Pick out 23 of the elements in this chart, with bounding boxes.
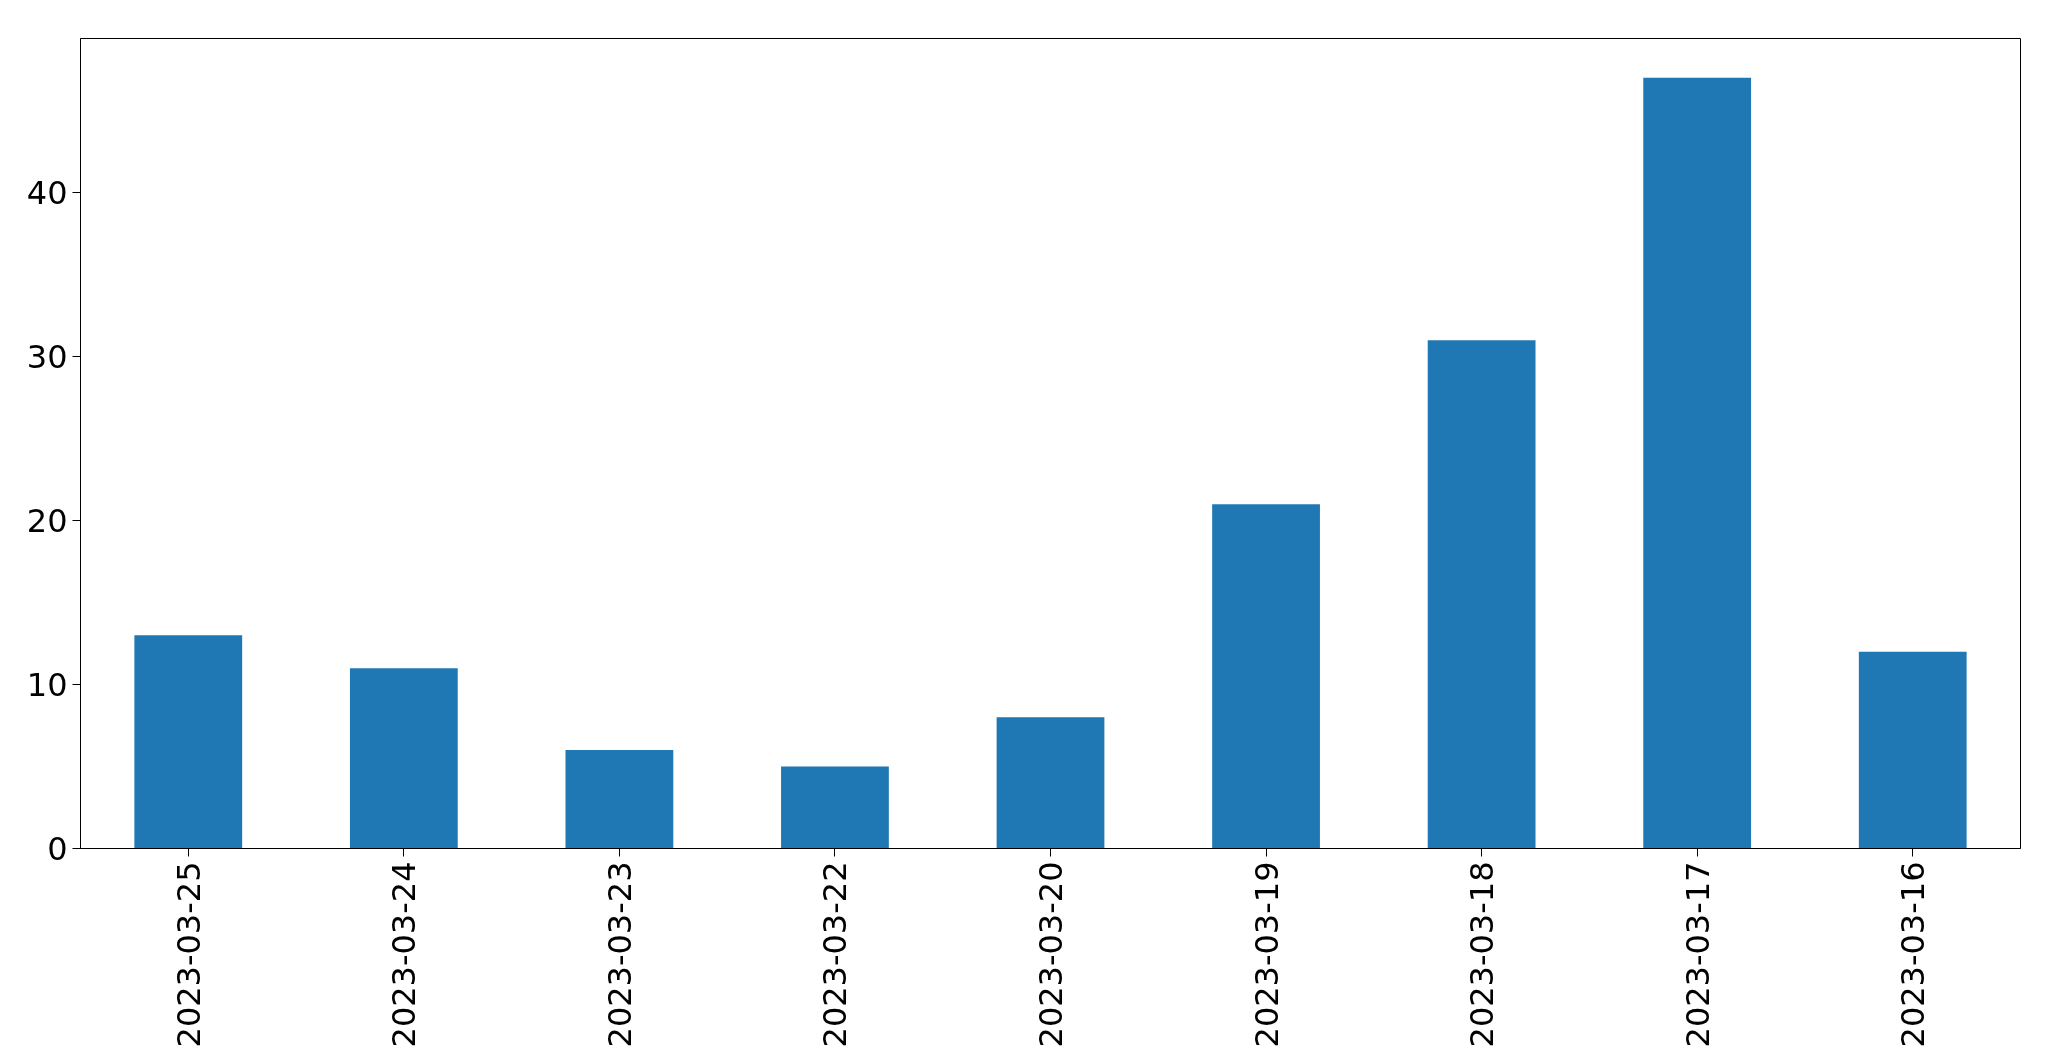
x-tick-label: 2023-03-23 — [600, 861, 639, 1048]
y-tick-label: 20 — [26, 502, 68, 541]
x-tick-label: 2023-03-19 — [1247, 861, 1286, 1048]
x-tick-label: 2023-03-24 — [385, 861, 424, 1048]
bar — [1643, 77, 1752, 849]
x-tick-label: 2023-03-18 — [1463, 861, 1502, 1048]
bar — [565, 750, 674, 849]
y-tick-label: 40 — [26, 174, 68, 213]
bar — [781, 766, 889, 849]
bar — [1427, 340, 1536, 849]
x-tick-label: 2023-03-17 — [1678, 861, 1717, 1048]
y-tick-label: 10 — [26, 666, 68, 705]
bar — [1858, 651, 1967, 849]
y-tick-label: 30 — [26, 338, 68, 377]
bar — [134, 635, 243, 849]
x-tick-label: 2023-03-20 — [1032, 861, 1070, 1048]
x-tick-label: 2023-03-22 — [816, 861, 855, 1048]
y-tick-label: 0 — [47, 830, 68, 868]
x-tick-label: 2023-03-16 — [1894, 861, 1933, 1048]
bar — [1212, 504, 1320, 849]
bar — [349, 668, 458, 849]
bar — [996, 717, 1105, 849]
x-tick-label: 2023-03-25 — [169, 861, 208, 1048]
